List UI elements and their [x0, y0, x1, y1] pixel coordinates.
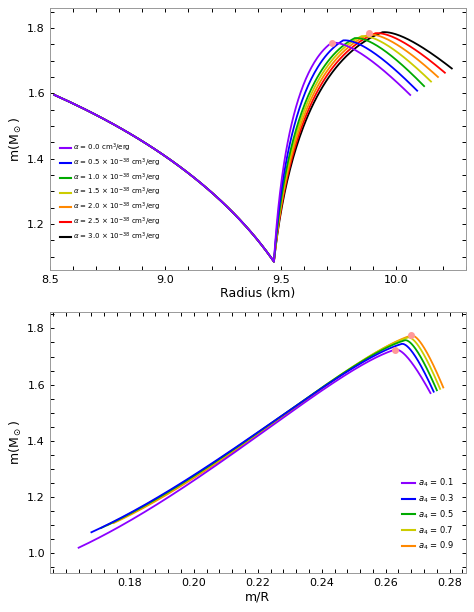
Y-axis label: m(M$_\odot$): m(M$_\odot$)	[9, 117, 25, 162]
X-axis label: m/R: m/R	[245, 591, 270, 603]
X-axis label: Radius (km): Radius (km)	[220, 288, 295, 300]
Y-axis label: m(M$_\odot$): m(M$_\odot$)	[9, 420, 25, 465]
Legend: $\alpha$ = 0.0 cm$^3$/erg, $\alpha$ = 0.5 $\times$ 10$^{-38}$ cm$^3$/erg, $\alph: $\alpha$ = 0.0 cm$^3$/erg, $\alpha$ = 0.…	[57, 139, 164, 245]
Legend: $a_4$ = 0.1, $a_4$ = 0.3, $a_4$ = 0.5, $a_4$ = 0.7, $a_4$ = 0.9: $a_4$ = 0.1, $a_4$ = 0.3, $a_4$ = 0.5, $…	[399, 473, 457, 556]
